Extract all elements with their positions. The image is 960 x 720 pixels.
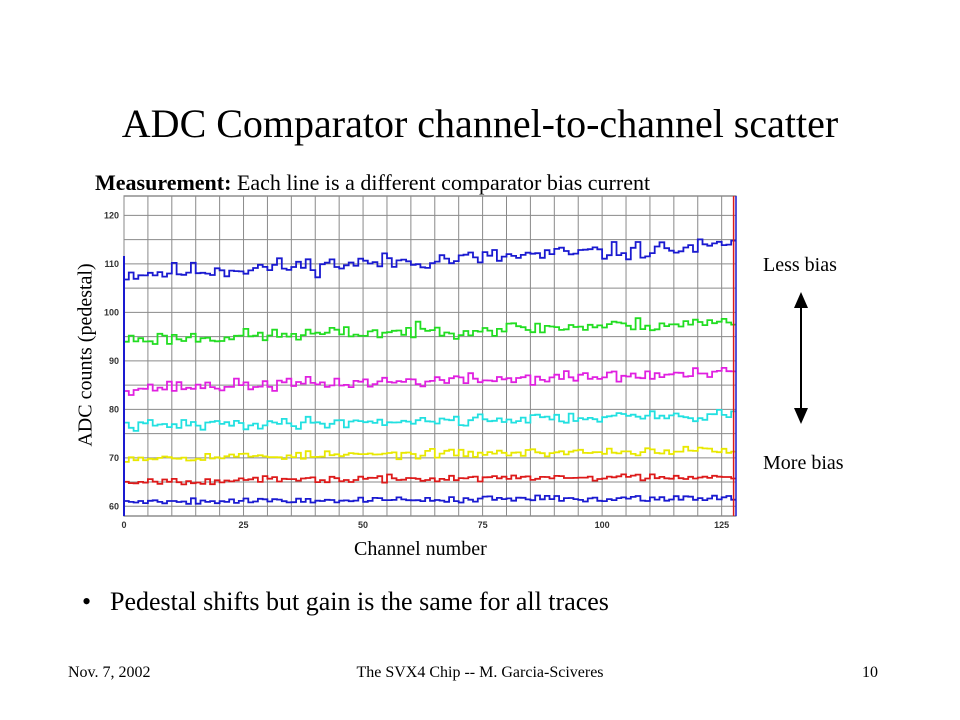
- arrow-up-icon: [794, 292, 808, 308]
- bullet-point: • Pedestal shifts but gain is the same fo…: [82, 587, 609, 617]
- trace-line-0: [124, 238, 736, 281]
- bullet-text: Pedestal shifts but gain is the same for…: [110, 587, 609, 616]
- arrow-down-icon: [794, 408, 808, 424]
- trace-line-2: [124, 367, 736, 396]
- x-tick-label: 50: [358, 520, 368, 530]
- trace-line-6: [124, 494, 736, 505]
- trace-line-3: [124, 409, 736, 432]
- x-tick-label: 125: [714, 520, 729, 530]
- y-tick-label: 100: [104, 307, 119, 317]
- slide-title: ADC Comparator channel-to-channel scatte…: [121, 101, 839, 146]
- measurement-caption: Measurement: Each line is a different co…: [95, 170, 650, 196]
- y-tick-label: 110: [104, 259, 119, 269]
- y-tick-label: 80: [109, 404, 119, 414]
- slide-number: 10: [862, 664, 878, 681]
- less-bias-label: Less bias: [763, 254, 837, 276]
- x-tick-label: 75: [478, 520, 488, 530]
- x-tick-label: 0: [121, 520, 126, 530]
- measurement-label: Measurement:: [95, 170, 232, 195]
- trace-line-4: [124, 445, 736, 463]
- x-axis-label: Channel number: [354, 538, 487, 560]
- footer-title: The SVX4 Chip -- M. Garcia-Sciveres: [356, 664, 604, 681]
- y-axis-label: ADC counts (pedestal): [74, 263, 97, 447]
- x-tick-label: 25: [239, 520, 249, 530]
- y-tick-label: 60: [109, 501, 119, 511]
- bullet-icon: •: [82, 587, 92, 616]
- y-tick-label: 120: [104, 210, 119, 220]
- y-tick-label: 90: [109, 356, 119, 366]
- measurement-text: Each line is a different comparator bias…: [231, 170, 651, 195]
- x-tick-label: 100: [595, 520, 610, 530]
- plot-area: [123, 195, 737, 517]
- more-bias-label: More bias: [763, 452, 844, 474]
- trace-line-5: [124, 473, 736, 486]
- trace-line-1: [124, 317, 736, 345]
- y-tick-label: 70: [109, 453, 119, 463]
- footer-date: Nov. 7, 2002: [68, 664, 151, 681]
